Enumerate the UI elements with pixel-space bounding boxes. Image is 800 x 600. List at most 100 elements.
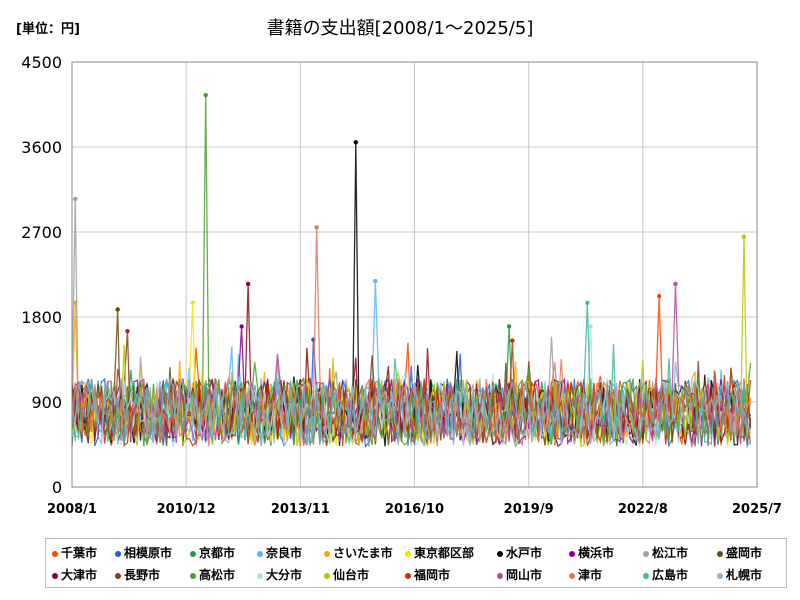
legend-swatch xyxy=(324,572,330,579)
series-line xyxy=(71,302,752,449)
legend-label: 津市 xyxy=(578,568,603,582)
legend-swatch xyxy=(115,572,121,579)
x-tick-label: 2016/10 xyxy=(385,502,444,517)
series-peak-point xyxy=(190,300,195,306)
legend-swatch xyxy=(324,550,330,557)
legend-swatch xyxy=(190,550,196,557)
series-peak-point xyxy=(588,324,593,329)
legend-item: 大津市 xyxy=(52,566,97,583)
series-peak-point xyxy=(203,92,208,98)
legend-item: 水戸市 xyxy=(497,544,542,561)
axes xyxy=(71,61,758,488)
legend-label: 京都市 xyxy=(199,546,236,560)
legend-item: 東京都区部 xyxy=(405,544,474,561)
legend-swatch xyxy=(497,550,503,557)
legend-swatch xyxy=(717,550,723,557)
legend-item: 横浜市 xyxy=(569,544,614,561)
legend-item: 津市 xyxy=(569,566,602,583)
legend-swatch xyxy=(115,550,121,557)
legend-item: 長野市 xyxy=(115,566,160,583)
series-line xyxy=(71,227,752,447)
series-peak-point xyxy=(353,140,358,145)
legend-item: 相模原市 xyxy=(115,544,172,561)
legend-item: 盛岡市 xyxy=(717,544,762,561)
y-tick-label: 1800 xyxy=(21,308,62,327)
x-tick-label: 2013/11 xyxy=(271,502,330,517)
series-peak-point xyxy=(741,234,747,239)
legend-label: 大津市 xyxy=(61,568,98,582)
series-peak-point xyxy=(239,324,244,329)
grid-lines xyxy=(72,62,757,487)
legend-item: さいたま市 xyxy=(324,544,393,561)
legend-item: 岡山市 xyxy=(497,566,542,583)
y-tick-label: 2700 xyxy=(21,223,62,242)
legend-label: 松江市 xyxy=(652,546,689,560)
x-tick-label: 2022/8 xyxy=(618,502,668,517)
series-line xyxy=(71,361,752,449)
series-peak-point xyxy=(245,281,251,287)
legend-label: 水戸市 xyxy=(506,546,543,560)
legend-item: 広島市 xyxy=(643,566,688,583)
y-tick-label: 0 xyxy=(52,478,62,497)
legend-swatch xyxy=(52,572,58,579)
legend-swatch xyxy=(190,572,196,579)
series-peak-point xyxy=(510,338,515,343)
legend: 千葉市 相模原市 京都市 奈良市 さいたま市 東京都区部 水戸市 横浜市 松江市 盛岡市大津市 長野… xyxy=(45,538,787,588)
x-tick-label: 2019/9 xyxy=(504,502,554,517)
series-peak-point xyxy=(125,328,130,334)
tick-labels: 0 900 1800 2700 3600 4500 2008/1 2010/12 2013/11… xyxy=(21,53,782,517)
chart-title: 書籍の支出額[2008/1～2025/5] xyxy=(266,18,534,39)
legend-label: 横浜市 xyxy=(578,546,615,560)
series-peak-point xyxy=(73,196,78,202)
series-lines xyxy=(71,92,752,449)
legend-item: 高松市 xyxy=(190,566,235,583)
legend-label: 千葉市 xyxy=(61,546,98,560)
legend-label: 岡山市 xyxy=(506,568,543,582)
legend-swatch xyxy=(257,572,263,579)
legend-item: 千葉市 xyxy=(52,544,97,561)
series-peak-point xyxy=(656,294,662,299)
legend-item: 京都市 xyxy=(190,544,235,561)
legend-item: 大分市 xyxy=(257,566,302,583)
legend-swatch xyxy=(717,572,723,579)
legend-item: 松江市 xyxy=(643,544,688,561)
legend-item: 奈良市 xyxy=(257,544,302,561)
x-tick-label: 2025/7 xyxy=(732,502,782,517)
legend-label: 長野市 xyxy=(124,568,161,582)
legend-label: さいたま市 xyxy=(333,546,393,560)
legend-label: 仙台市 xyxy=(333,568,370,582)
series-peak-point xyxy=(673,281,678,287)
legend-swatch xyxy=(643,572,649,579)
x-tick-label: 2008/1 xyxy=(47,502,97,517)
legend-label: 高松市 xyxy=(199,568,236,582)
legend-label: 東京都区部 xyxy=(414,546,475,560)
legend-label: 盛岡市 xyxy=(726,546,763,560)
series-peak-point xyxy=(373,278,378,284)
legend-label: 広島市 xyxy=(652,568,689,582)
unit-label: [単位：円] xyxy=(16,22,80,37)
series-peak-point xyxy=(115,307,120,312)
plot-area-frame xyxy=(71,61,758,488)
legend-swatch xyxy=(643,550,649,557)
series-peak-point xyxy=(314,225,319,230)
legend-label: 福岡市 xyxy=(414,568,451,582)
legend-swatch xyxy=(569,572,575,579)
legend-label: 奈良市 xyxy=(266,546,303,560)
legend-label: 大分市 xyxy=(266,568,303,582)
legend-label: 相模原市 xyxy=(124,546,173,560)
series-peak-point xyxy=(79,380,84,386)
x-tick-label: 2010/12 xyxy=(157,502,216,517)
legend-item: 札幌市 xyxy=(717,566,762,583)
legend-swatch xyxy=(257,550,263,557)
series-peak-point xyxy=(506,324,512,329)
y-tick-label: 3600 xyxy=(21,138,62,157)
legend-item: 福岡市 xyxy=(405,566,450,583)
y-tick-label: 4500 xyxy=(21,53,62,72)
legend-swatch xyxy=(497,572,503,579)
legend-swatch xyxy=(405,572,411,579)
legend-swatch xyxy=(52,550,58,557)
legend-swatch xyxy=(405,550,411,557)
legend-item: 仙台市 xyxy=(324,566,369,583)
legend-label: 札幌市 xyxy=(726,568,763,582)
